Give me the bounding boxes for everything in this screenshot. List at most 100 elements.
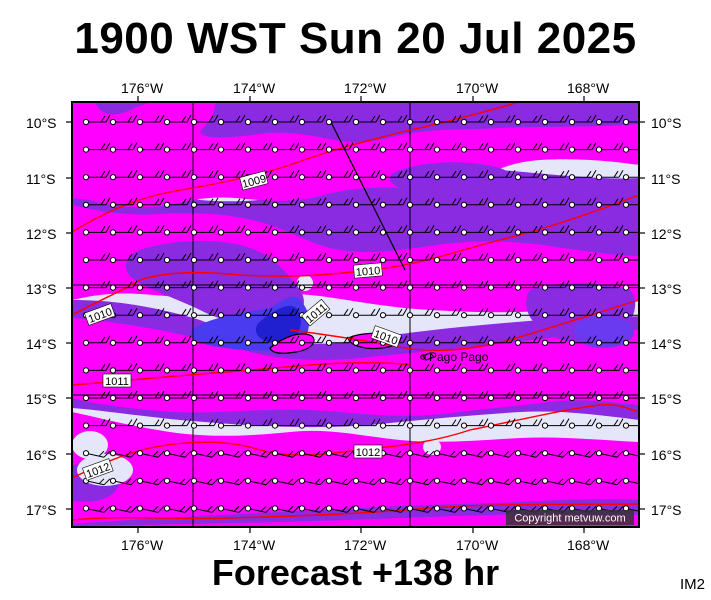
wind-barb (406, 169, 435, 181)
wind-barb (109, 363, 138, 374)
forecast-label: Forecast +138 hr (211, 552, 500, 593)
wind-barb (298, 505, 327, 513)
lat-label-left-17: 17°S (26, 502, 57, 518)
wind-barb (82, 418, 111, 429)
wind-barb (163, 307, 192, 319)
wind-barb (82, 477, 111, 486)
wind-barb (433, 477, 462, 486)
wind-barb (568, 225, 597, 236)
wind-barb (460, 477, 489, 486)
wind-barb (271, 114, 300, 126)
isobar-label-1012-b: 1012 (356, 447, 380, 459)
lon-label-top-172: 172°W (344, 80, 387, 96)
wind-barb (217, 505, 246, 513)
wind-barb (217, 114, 246, 126)
wind-barb (325, 335, 354, 346)
wind-barb (541, 114, 570, 126)
wind-barb (541, 142, 570, 153)
pago-pago-marker: Pago Pago (420, 350, 489, 364)
wind-barb (352, 307, 381, 319)
wind-barb (568, 280, 597, 291)
wind-barb (109, 197, 138, 208)
wind-barb (595, 307, 624, 319)
wind-barb (568, 450, 597, 458)
lat-label-right-17: 17°S (651, 502, 682, 518)
place-dot-icon (420, 354, 426, 360)
map-title: 1900 WST Sun 20 Jul 2025 (74, 14, 637, 63)
wind-barb (460, 142, 489, 153)
wind-barb (352, 197, 381, 208)
wind-barb (217, 307, 246, 319)
isobar-label-1010-a: 1010 (355, 265, 380, 279)
wind-barb (568, 390, 597, 402)
wind-barb (163, 450, 192, 458)
wind-barb (325, 450, 354, 458)
wind-barb (487, 505, 516, 513)
wind-barb (325, 505, 354, 513)
wind-barb (136, 280, 165, 291)
copyright-text: Copyright metvuw.com (514, 513, 625, 525)
wind-barb (406, 450, 435, 458)
map-frame (71, 101, 640, 528)
wind-barb (487, 169, 516, 181)
lon-label-bottom-174: 174°W (233, 537, 276, 553)
wind-barb (325, 390, 354, 402)
copyright-box: Copyright metvuw.com (506, 510, 634, 525)
wind-barb (82, 252, 111, 264)
wind-barb (298, 252, 327, 264)
wind-barb (487, 450, 516, 458)
wind-barb (568, 418, 597, 429)
wind-barb (379, 169, 408, 181)
wind-barb (460, 252, 489, 264)
wind-barb (163, 225, 192, 236)
wind-barb (595, 450, 624, 458)
lon-label-top-168: 168°W (567, 80, 610, 96)
wind-barb (163, 280, 192, 291)
wind-barb (163, 418, 192, 429)
wind-barb (109, 114, 138, 126)
wind-barb (136, 505, 165, 513)
wind-barb (514, 363, 543, 374)
wind-barb (217, 225, 246, 236)
lat-label-left-13: 13°S (26, 281, 57, 297)
wind-barb (622, 312, 639, 319)
lat-label-right-13: 13°S (651, 281, 682, 297)
wind-barb (541, 197, 570, 208)
isobar-label-1011-b: 1011 (105, 376, 129, 388)
wind-barb (487, 335, 516, 346)
wind-barb (568, 197, 597, 208)
wind-barb (163, 252, 192, 264)
wind-barb (433, 142, 462, 153)
wind-barb (298, 197, 327, 208)
wind-barb (136, 252, 165, 264)
wind-barb (514, 252, 543, 264)
wind-barb (271, 450, 300, 458)
wind-barb (406, 335, 435, 346)
wind-barb (352, 142, 381, 153)
lon-label-bottom-168: 168°W (567, 537, 610, 553)
wind-barb (433, 169, 462, 181)
wind-barb (541, 363, 570, 374)
wind-barb (136, 225, 165, 236)
lat-label-right-11: 11°S (651, 171, 681, 187)
lat-label-left-16: 16°S (26, 447, 57, 463)
wind-barb (298, 114, 327, 126)
wind-barb (595, 477, 624, 486)
wind-barb (514, 307, 543, 319)
wind-barb (190, 390, 219, 402)
lat-label-left-14: 14°S (26, 336, 57, 352)
wind-barb (82, 363, 111, 374)
wind-barb (379, 225, 408, 236)
wind-barb (271, 307, 300, 319)
wind-barb (433, 307, 462, 319)
wind-barb (325, 477, 354, 486)
wind-barb (541, 390, 570, 402)
wind-barb (568, 114, 597, 126)
wind-barb (379, 477, 408, 486)
wind-barb (514, 169, 543, 181)
wind-barb (379, 505, 408, 513)
wind-barb (82, 390, 111, 402)
wind-barb (271, 390, 300, 402)
wind-barb (460, 505, 489, 513)
